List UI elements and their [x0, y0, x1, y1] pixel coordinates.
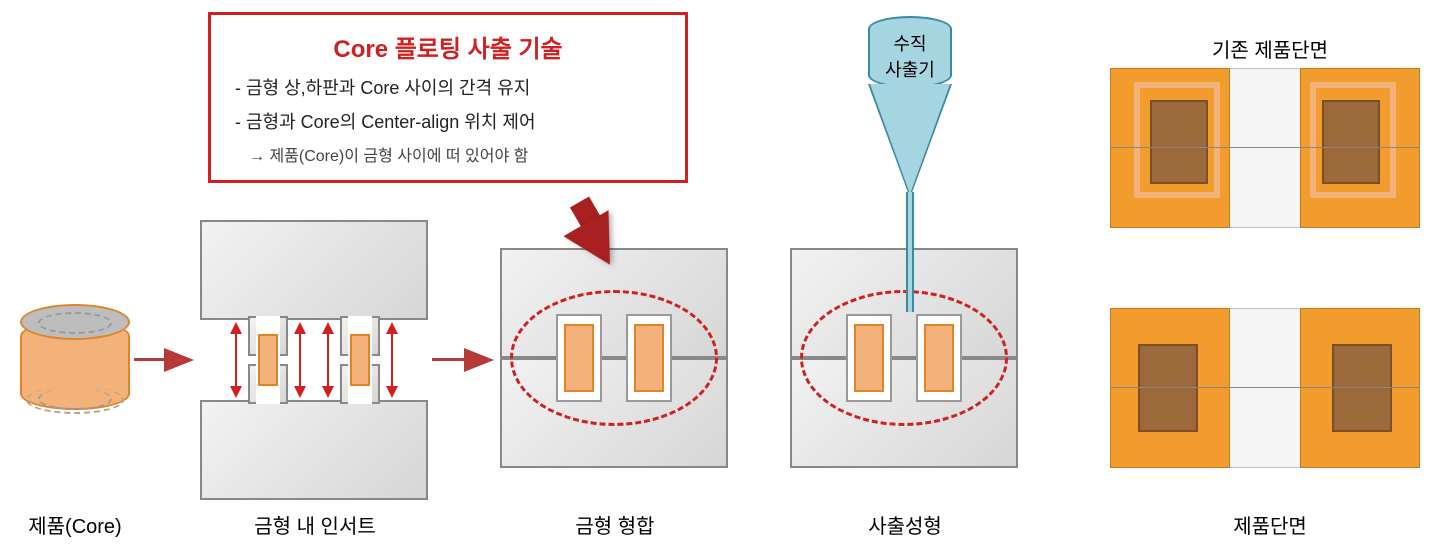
- step3-label: 금형 형합: [510, 510, 720, 539]
- step4-injection: [790, 248, 1018, 468]
- info-callout-box: Core 플로팅 사출 기술 - 금형 상,하판과 Core 사이의 간격 유지…: [208, 12, 688, 183]
- step5-label: 제품단면: [1150, 510, 1390, 539]
- injector-label: 수직 사출기: [860, 30, 960, 82]
- step1-core-cylinder: [20, 300, 130, 420]
- existing-cross-section: [1110, 68, 1420, 228]
- info-title: Core 플로팅 사출 기술: [235, 29, 661, 64]
- info-sub: → 제품(Core)이 금형 사이에 떠 있어야 함: [235, 142, 661, 166]
- flow-arrow-1-head: [164, 348, 194, 372]
- step2-mold-insert: [200, 220, 428, 500]
- info-line-2: - 금형과 Core의 Center-align 위치 제어: [235, 108, 661, 134]
- info-line-1: - 금형 상,하판과 Core 사이의 간격 유지: [235, 74, 661, 100]
- flow-arrow-1-line: [134, 358, 166, 361]
- step1-label: 제품(Core): [10, 510, 140, 539]
- process-diagram: Core 플로팅 사출 기술 - 금형 상,하판과 Core 사이의 간격 유지…: [10, 10, 1423, 541]
- vertical-injector: 수직 사출기: [860, 16, 960, 276]
- step3-mold-closed: [500, 248, 728, 468]
- new-cross-section: [1110, 308, 1420, 468]
- flow-arrow-2-line: [432, 358, 466, 361]
- existing-section-label: 기존 제품단면: [1150, 34, 1390, 63]
- flow-arrow-2-head: [464, 348, 494, 372]
- step4-label: 사출성형: [800, 510, 1010, 539]
- step2-label: 금형 내 인서트: [210, 510, 420, 539]
